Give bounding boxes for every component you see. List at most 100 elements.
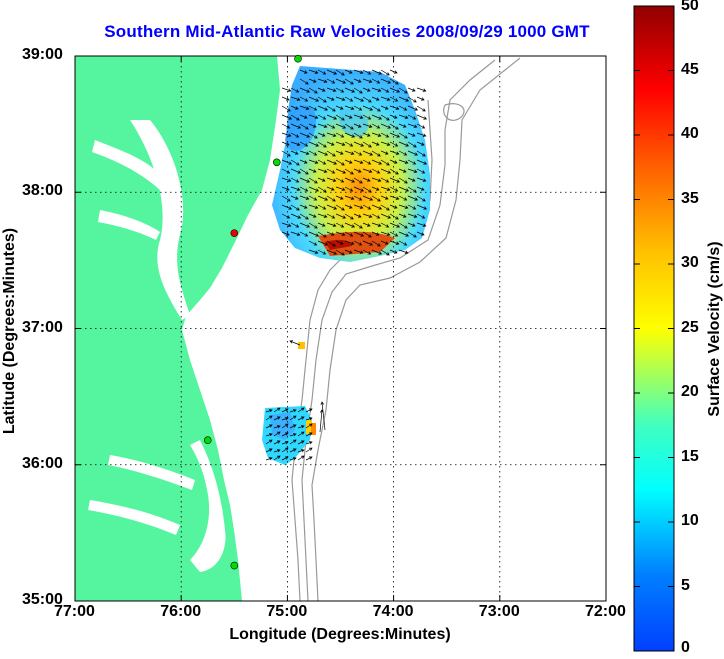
velocity-vector (371, 168, 381, 174)
velocity-vector (380, 69, 390, 76)
velocity-vector (398, 240, 408, 246)
velocity-vector (344, 105, 355, 110)
velocity-vector (317, 141, 327, 148)
velocity-vector (299, 168, 309, 175)
velocity-vector (290, 195, 299, 200)
velocity-vector (398, 87, 408, 94)
velocity-vector (335, 231, 346, 236)
velocity-vector (371, 114, 383, 120)
velocity-vector (281, 105, 291, 112)
velocity-vector (290, 186, 301, 191)
velocity-vector (308, 159, 319, 164)
velocity-vector (335, 123, 347, 129)
velocity-vector (335, 105, 344, 110)
velocity-vector (353, 195, 363, 201)
velocity-vector (389, 96, 399, 102)
colorbar-tick-label: 25 (681, 318, 699, 336)
y-tick-label: 38:00 (22, 182, 63, 200)
velocity-vector (353, 132, 363, 139)
velocity-vector (335, 222, 345, 228)
velocity-vector (389, 213, 399, 220)
velocity-vector (317, 159, 327, 165)
velocity-vector (297, 449, 305, 453)
velocity-vector (308, 168, 317, 173)
velocity-vector (335, 195, 344, 200)
velocity-vector (344, 240, 355, 245)
velocity-vector (371, 69, 383, 75)
velocity-vector (416, 195, 426, 202)
velocity-vector (281, 96, 290, 101)
velocity-vector (362, 213, 373, 218)
velocity-vector (371, 240, 381, 247)
velocity-vector (380, 195, 389, 200)
velocity-vector (398, 177, 408, 184)
velocity-vector (344, 78, 354, 85)
colorbar-tick-label: 0 (681, 639, 690, 656)
colorbar-label: Surface Velocity (cm/s) (706, 241, 723, 417)
velocity-vector (299, 195, 310, 200)
bathymetry-contours (269, 57, 521, 601)
velocity-vector (362, 87, 371, 92)
velocity-vector (289, 424, 297, 429)
velocity-vector (281, 447, 289, 453)
velocity-vector (407, 87, 416, 92)
velocity-vector (398, 105, 408, 111)
colorbar-tick-label: 50 (681, 0, 699, 14)
velocity-vector (290, 204, 300, 211)
velocity-vector (290, 150, 299, 155)
velocity-vector (407, 105, 419, 111)
velocity-vector (326, 159, 338, 165)
velocity-vector (290, 96, 301, 101)
colorbar-tick-label: 30 (681, 254, 699, 271)
velocity-vector (281, 132, 292, 137)
velocity-vector (362, 168, 373, 173)
velocity-vector (380, 159, 390, 166)
velocity-vector (289, 448, 297, 453)
velocity-vector (297, 407, 305, 413)
velocity-vector (265, 439, 273, 445)
velocity-vector (353, 87, 363, 94)
velocity-vector (326, 222, 337, 227)
velocity-vector (398, 141, 410, 147)
velocity-vector (416, 177, 427, 182)
velocity-vector (380, 177, 390, 183)
velocity-vector (308, 204, 319, 209)
velocity-vector (308, 123, 317, 128)
colorbar (633, 5, 675, 652)
velocity-vector (305, 417, 313, 421)
velocity-vector (297, 440, 305, 445)
velocity-vector (290, 132, 300, 138)
velocity-vector (308, 150, 318, 156)
velocity-vector (281, 87, 292, 92)
velocity-vector (326, 87, 337, 92)
x-axis-label: Longitude (Degrees:Minutes) (229, 626, 451, 643)
radar-site-marker (230, 229, 239, 237)
velocity-vector (281, 231, 290, 236)
velocity-vector (297, 431, 305, 437)
velocity-vector (289, 409, 297, 413)
colorbar-tick-label: 40 (681, 125, 699, 142)
velocity-vector (290, 231, 301, 236)
velocity-vector (281, 204, 293, 210)
velocity-vector (299, 222, 311, 228)
velocity-vector (308, 231, 320, 237)
velocity-vector (380, 105, 389, 110)
velocity-vector (335, 114, 345, 121)
velocity-vector (371, 213, 381, 219)
velocity-vector (371, 87, 382, 92)
velocity-vector (389, 168, 399, 175)
velocity-vector (362, 123, 373, 128)
velocity-vector (305, 441, 313, 445)
velocity-vector (398, 132, 408, 139)
velocity-vector (289, 439, 297, 445)
velocity-vector (335, 168, 347, 174)
velocity-vector (297, 455, 305, 461)
velocity-vector (389, 186, 399, 192)
velocity-vector (299, 213, 309, 220)
velocity-vector (289, 415, 297, 421)
velocity-vector (398, 222, 408, 229)
velocity-vector (305, 432, 313, 437)
velocity-vector (407, 96, 417, 103)
velocity-vector (380, 231, 391, 236)
velocity-vector (380, 249, 390, 256)
